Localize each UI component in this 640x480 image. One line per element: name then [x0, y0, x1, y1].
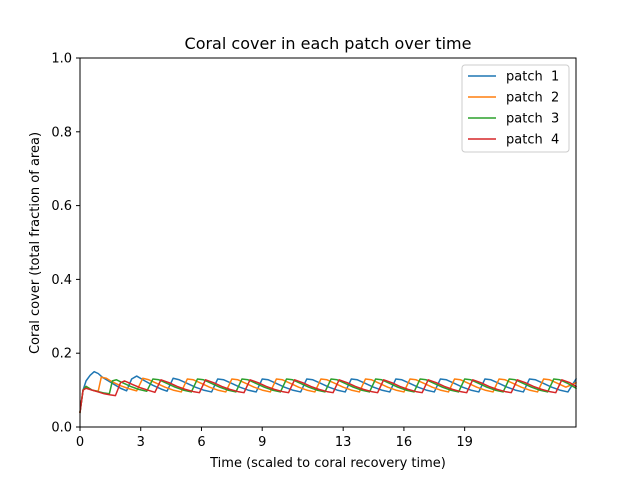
legend-label-patch-2: patch 2: [506, 91, 559, 106]
series-line-patch-2: [79, 376, 577, 414]
x-axis-label: Time (scaled to coral recovery time): [209, 456, 446, 471]
x-tick-label: 6: [197, 435, 205, 450]
y-tick-label: 0.8: [51, 125, 72, 140]
x-tick-label: 19: [456, 435, 473, 450]
plot-border: [79, 57, 577, 428]
y-tick-label: 0.0: [51, 421, 72, 436]
y-axis-label: Coral cover (total fraction of area): [28, 132, 43, 354]
legend-label-patch-3: patch 3: [506, 112, 559, 127]
series-layer: [79, 370, 578, 414]
x-tick-label: 9: [258, 435, 266, 450]
y-tick-label: 0.4: [51, 273, 72, 288]
y-tick-label: 0.6: [51, 199, 72, 214]
x-tick-label: 16: [396, 435, 413, 450]
y-axis-ticks: 0.0 0.2 0.4 0.6 0.8 1.0: [51, 52, 80, 436]
y-tick-label: 0.2: [51, 347, 72, 362]
x-tick-label: 13: [335, 435, 352, 450]
chart-title: Coral cover in each patch over time: [185, 34, 472, 53]
legend-label-patch-1: patch 1: [506, 70, 559, 85]
y-tick-label: 1.0: [51, 52, 72, 67]
legend-box: [461, 64, 570, 153]
series-line-patch-1: [79, 370, 578, 414]
series-line-patch-3: [79, 378, 578, 414]
x-tick-label: 3: [137, 435, 145, 450]
series-line-patch-4: [79, 379, 578, 414]
legend: patch 1 patch 2 patch 3 patch 4: [461, 64, 570, 153]
x-axis-ticks: 0 3 6 9 13 16 19: [76, 427, 473, 450]
x-tick-label: 0: [76, 435, 84, 450]
legend-label-patch-4: patch 4: [506, 133, 559, 148]
legend-entries: patch 1 patch 2 patch 3 patch 4: [468, 70, 559, 148]
